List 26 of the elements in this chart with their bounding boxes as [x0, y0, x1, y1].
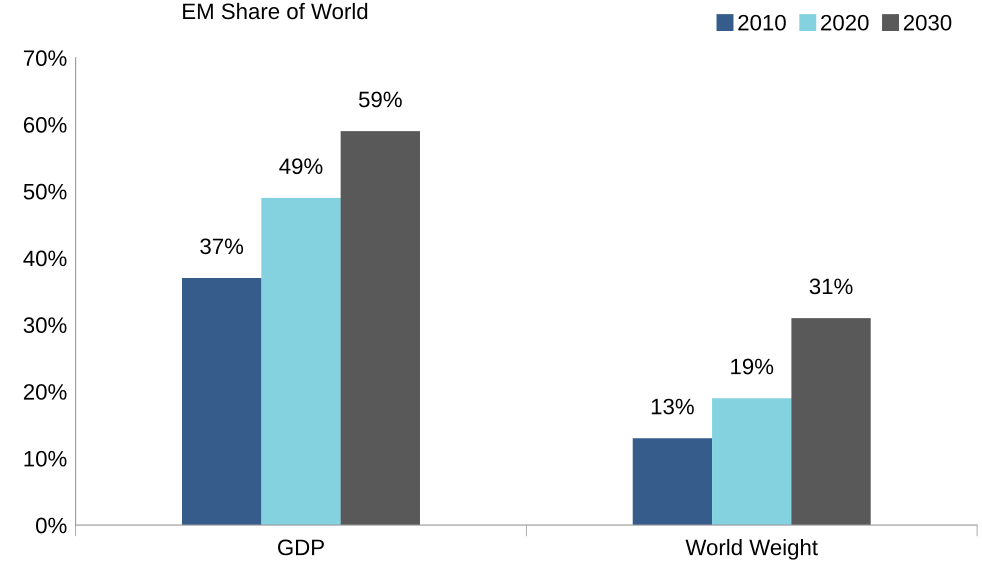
data-label: 19%	[731, 358, 774, 374]
legend-label: 2010	[738, 14, 786, 31]
y-tick-label: 50%	[24, 184, 66, 200]
y-tick-label: 20%	[24, 384, 66, 400]
bar	[632, 438, 712, 526]
data-label: 59%	[358, 92, 402, 108]
y-tick-label: 30%	[24, 317, 66, 334]
y-tick-label: 10%	[24, 450, 66, 467]
data-label: 37%	[200, 238, 244, 254]
y-tick-label: 0%	[36, 518, 66, 534]
legend-label: 2030	[904, 14, 952, 31]
x-tick-label: World Weight	[686, 538, 818, 560]
data-label: 13%	[652, 398, 694, 414]
chart-title: EM Share of World	[183, 2, 368, 20]
bar	[261, 198, 341, 526]
data-label: 31%	[810, 278, 852, 294]
legend-label: 2020	[821, 14, 869, 31]
data-label: 49%	[279, 158, 322, 174]
x-tick-label: GDP	[278, 540, 324, 556]
bar	[182, 278, 262, 526]
y-tick-label: 70%	[24, 50, 66, 66]
y-tick-label: 60%	[24, 117, 66, 133]
bar	[791, 318, 871, 526]
bar	[712, 398, 792, 526]
y-tick-label: 40%	[23, 250, 66, 266]
bar	[340, 131, 420, 526]
